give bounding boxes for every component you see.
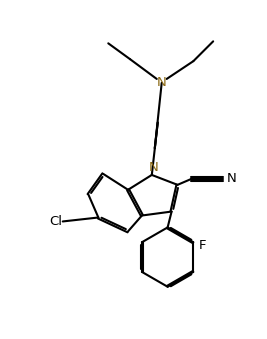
Text: F: F [198, 239, 206, 252]
Text: N: N [149, 161, 159, 174]
Text: N: N [227, 173, 237, 185]
Text: Cl: Cl [49, 215, 62, 228]
Text: N: N [157, 76, 167, 89]
